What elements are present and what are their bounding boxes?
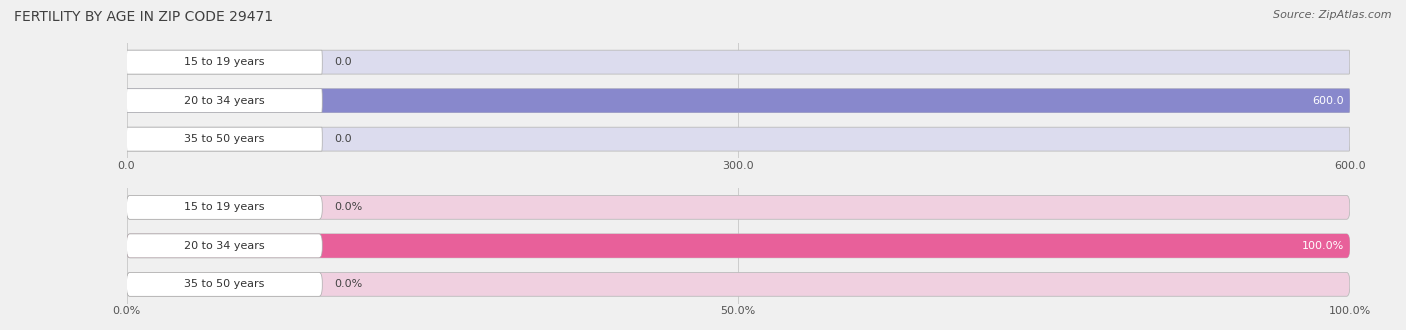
- FancyBboxPatch shape: [127, 50, 1350, 74]
- Text: 20 to 34 years: 20 to 34 years: [184, 96, 264, 106]
- Text: 0.0%: 0.0%: [335, 202, 363, 212]
- FancyBboxPatch shape: [127, 127, 322, 151]
- FancyBboxPatch shape: [127, 89, 322, 113]
- FancyBboxPatch shape: [127, 273, 322, 296]
- FancyBboxPatch shape: [127, 89, 1350, 113]
- FancyBboxPatch shape: [127, 89, 1350, 113]
- FancyBboxPatch shape: [127, 234, 1350, 258]
- Text: Source: ZipAtlas.com: Source: ZipAtlas.com: [1274, 10, 1392, 20]
- Text: 35 to 50 years: 35 to 50 years: [184, 280, 264, 289]
- Text: 100.0%: 100.0%: [1302, 241, 1344, 251]
- FancyBboxPatch shape: [127, 195, 1350, 219]
- Text: 35 to 50 years: 35 to 50 years: [184, 134, 264, 144]
- Text: 0.0%: 0.0%: [335, 280, 363, 289]
- Text: 0.0: 0.0: [335, 134, 352, 144]
- Text: 15 to 19 years: 15 to 19 years: [184, 202, 264, 212]
- Text: 600.0: 600.0: [1312, 96, 1344, 106]
- Text: 20 to 34 years: 20 to 34 years: [184, 241, 264, 251]
- FancyBboxPatch shape: [127, 234, 1350, 258]
- FancyBboxPatch shape: [127, 273, 1350, 296]
- Text: 0.0: 0.0: [335, 57, 352, 67]
- FancyBboxPatch shape: [127, 195, 322, 219]
- FancyBboxPatch shape: [127, 50, 322, 74]
- Text: 15 to 19 years: 15 to 19 years: [184, 57, 264, 67]
- Text: FERTILITY BY AGE IN ZIP CODE 29471: FERTILITY BY AGE IN ZIP CODE 29471: [14, 10, 273, 24]
- FancyBboxPatch shape: [127, 234, 322, 258]
- FancyBboxPatch shape: [127, 127, 1350, 151]
